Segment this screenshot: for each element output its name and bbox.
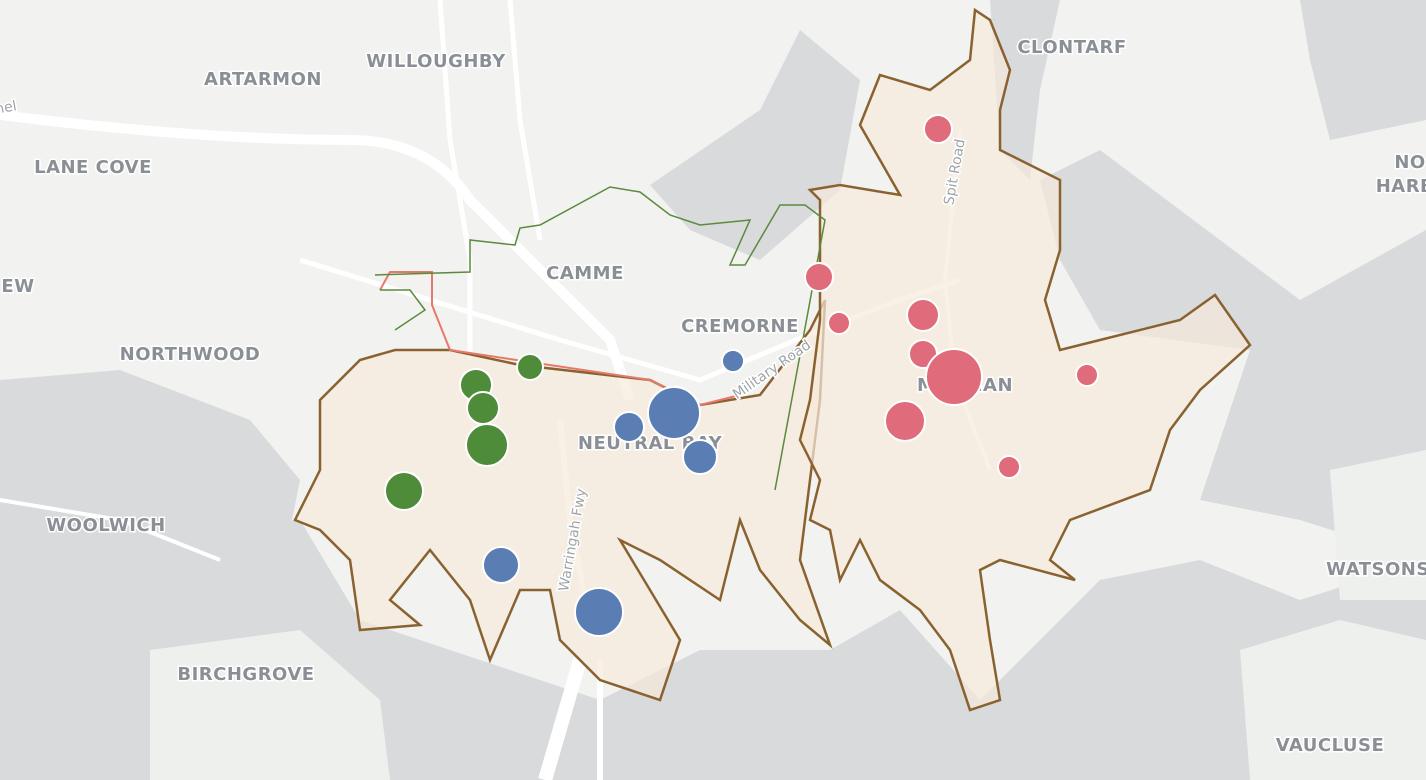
place-label: CAMME [546,263,624,284]
bubble[interactable] [997,455,1021,479]
place-label: CLONTARF [1017,37,1126,58]
bubble[interactable] [647,386,701,440]
bubble[interactable] [682,439,718,475]
boundary-green [374,186,826,491]
road-label: nel [0,98,18,117]
region-mosman [798,7,1252,712]
bubble[interactable] [923,114,953,144]
place-label: NO [1394,152,1425,173]
place-label: CREMORNE [681,316,799,337]
regions [293,7,1252,712]
bubble[interactable] [721,349,745,373]
place-label: HARB [1376,176,1426,197]
bubble[interactable] [466,391,500,425]
bubble[interactable] [925,348,983,406]
land-patches [150,450,1426,780]
place-label: VAUCLUSE [1276,735,1385,756]
region-north-sydney [293,299,833,702]
place-label: WOOLWICH [46,515,165,536]
bubble[interactable] [613,411,645,443]
bubble[interactable] [465,423,509,467]
place-label: EW [1,276,34,297]
bubble[interactable] [1075,363,1099,387]
bubble[interactable] [482,546,520,584]
place-label: ARTARMON [204,69,322,90]
place-label: WATSONS [1326,559,1426,580]
bubble[interactable] [516,353,544,381]
bubbles [384,114,1099,637]
place-label: WILLOUGHBY [366,51,506,72]
place-label: LANE COVE [34,157,152,178]
bubble[interactable] [574,587,624,637]
bubble[interactable] [884,400,926,442]
bubble[interactable] [384,471,424,511]
bubble[interactable] [906,298,940,332]
bubble[interactable] [804,262,834,292]
bubble[interactable] [827,311,851,335]
place-label: NORTHWOOD [120,344,261,365]
place-label: BIRCHGROVE [177,664,314,685]
